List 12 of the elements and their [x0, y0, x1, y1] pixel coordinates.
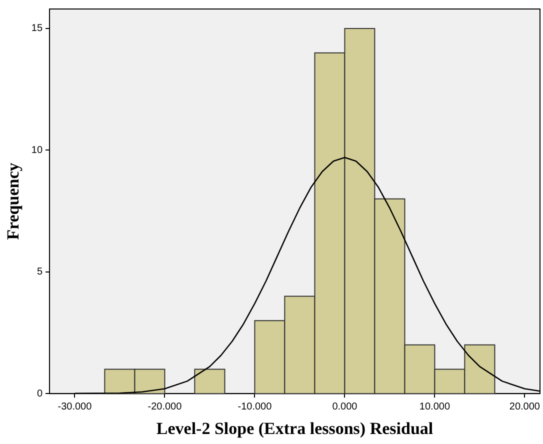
x-tick-label: -20.000 [148, 401, 182, 412]
x-tick-label: 20.000 [509, 401, 540, 412]
x-axis-title: Level-2 Slope (Extra lessons) Residual [156, 419, 434, 438]
y-tick-label: 15 [31, 23, 43, 34]
y-tick-label: 5 [36, 266, 43, 278]
y-tick-label: 10 [31, 144, 43, 156]
y-tick-label: 0 [36, 388, 43, 400]
x-tick-label: 0.000 [332, 401, 358, 412]
x-tick-label: 10.000 [419, 401, 450, 412]
x-tick-label: -30.000 [58, 401, 92, 412]
y-axis-title: Frequency [4, 162, 23, 240]
x-tick-label: -10.000 [238, 401, 272, 412]
